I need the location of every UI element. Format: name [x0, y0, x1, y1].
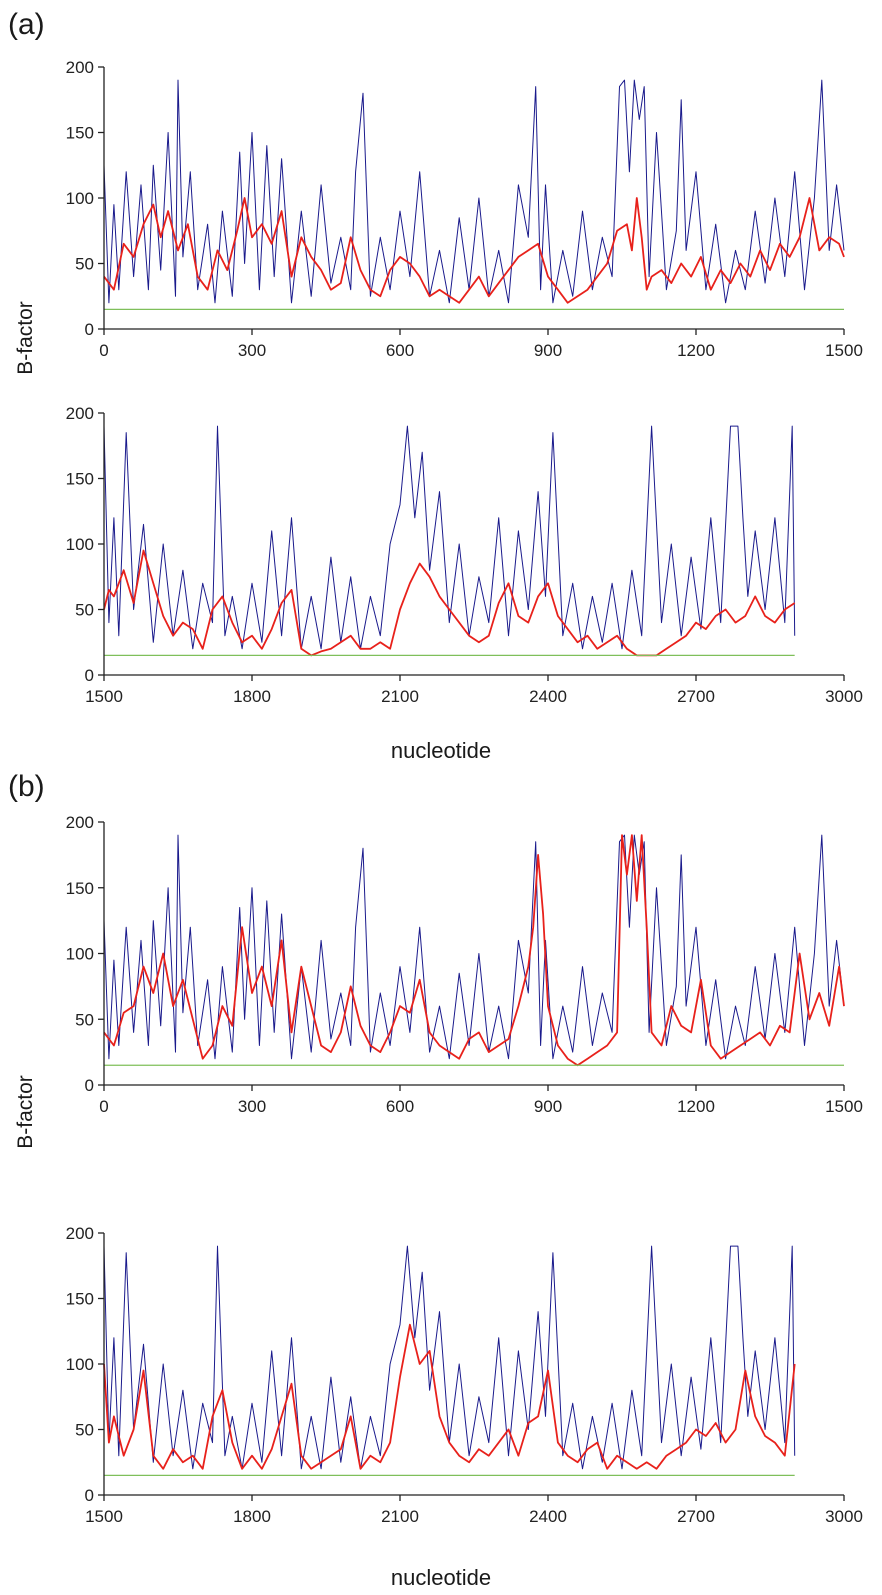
- x-axis-label-a: nucleotide: [390, 738, 492, 763]
- y-tick-label: 0: [85, 1076, 94, 1095]
- y-tick-label: 100: [66, 189, 94, 208]
- series-line-observed: [103, 79, 845, 304]
- x-tick-label: 1800: [233, 1507, 271, 1526]
- y-tick-label: 200: [66, 58, 94, 77]
- y-tick-label: 150: [66, 470, 94, 489]
- x-tick-label: 3000: [825, 687, 863, 706]
- chart-b-top: 0 50 100 150 200 0 300 600 900 1200 1500: [66, 813, 863, 1116]
- series-line-predicted: [103, 197, 845, 304]
- y-tick-label: 50: [75, 601, 94, 620]
- x-tick-label: 2400: [529, 687, 567, 706]
- series-line-observed: [103, 1245, 796, 1470]
- series-line-observed: [103, 834, 845, 1060]
- x-tick-label: 600: [386, 341, 414, 360]
- x-tick-label: 300: [238, 341, 266, 360]
- x-tick-label: 2400: [529, 1507, 567, 1526]
- panel-label-b: (b): [8, 770, 45, 803]
- y-tick-label: 0: [85, 666, 94, 685]
- x-tick-label: 0: [99, 1097, 108, 1116]
- x-tick-label: 2100: [381, 687, 419, 706]
- x-axis-label-b: nucleotide: [390, 1565, 492, 1590]
- x-tick-label: 0: [99, 341, 108, 360]
- chart-a-top: 0 50 100 150 200 0 300 600 900 1200 1500: [66, 58, 863, 360]
- x-tick-label: 1500: [85, 687, 123, 706]
- series-line-predicted: [103, 1323, 796, 1470]
- y-tick-label: 50: [75, 1421, 94, 1440]
- x-tick-label: 1800: [233, 687, 271, 706]
- y-tick-label: 0: [85, 1486, 94, 1505]
- y-tick-label: 200: [66, 404, 94, 423]
- y-tick-label: 150: [66, 124, 94, 143]
- series-line-predicted: [103, 834, 845, 1067]
- chart-b-bottom: 0 50 100 150 200 1500 1800 2100 2400 2700 3000: [66, 1224, 863, 1526]
- y-tick-label: 0: [85, 320, 94, 339]
- chart-a-bottom: 0 50 100 150 200 1500 1800 2100 2400 2700 3000: [66, 404, 863, 706]
- x-tick-label: 1500: [825, 341, 863, 360]
- y-tick-label: 50: [75, 255, 94, 274]
- x-tick-label: 3000: [825, 1507, 863, 1526]
- y-tick-label: 200: [66, 1224, 94, 1243]
- panel-label-a: (a): [8, 8, 45, 41]
- x-tick-label: 1500: [85, 1507, 123, 1526]
- x-tick-label: 2700: [677, 1507, 715, 1526]
- x-tick-label: 900: [534, 1097, 562, 1116]
- series-line-observed: [103, 425, 796, 650]
- x-tick-label: 1200: [677, 1097, 715, 1116]
- x-tick-label: 600: [386, 1097, 414, 1116]
- x-tick-label: 1200: [677, 341, 715, 360]
- series-line-predicted: [103, 549, 796, 657]
- y-tick-label: 150: [66, 1290, 94, 1309]
- y-tick-label: 100: [66, 1355, 94, 1374]
- y-tick-label: 200: [66, 813, 94, 832]
- y-tick-label: 100: [66, 535, 94, 554]
- x-tick-label: 2100: [381, 1507, 419, 1526]
- y-tick-label: 100: [66, 945, 94, 964]
- x-tick-label: 300: [238, 1097, 266, 1116]
- x-tick-label: 2700: [677, 687, 715, 706]
- y-tick-label: 150: [66, 879, 94, 898]
- x-tick-label: 900: [534, 341, 562, 360]
- y-tick-label: 50: [75, 1010, 94, 1029]
- x-tick-label: 1500: [825, 1097, 863, 1116]
